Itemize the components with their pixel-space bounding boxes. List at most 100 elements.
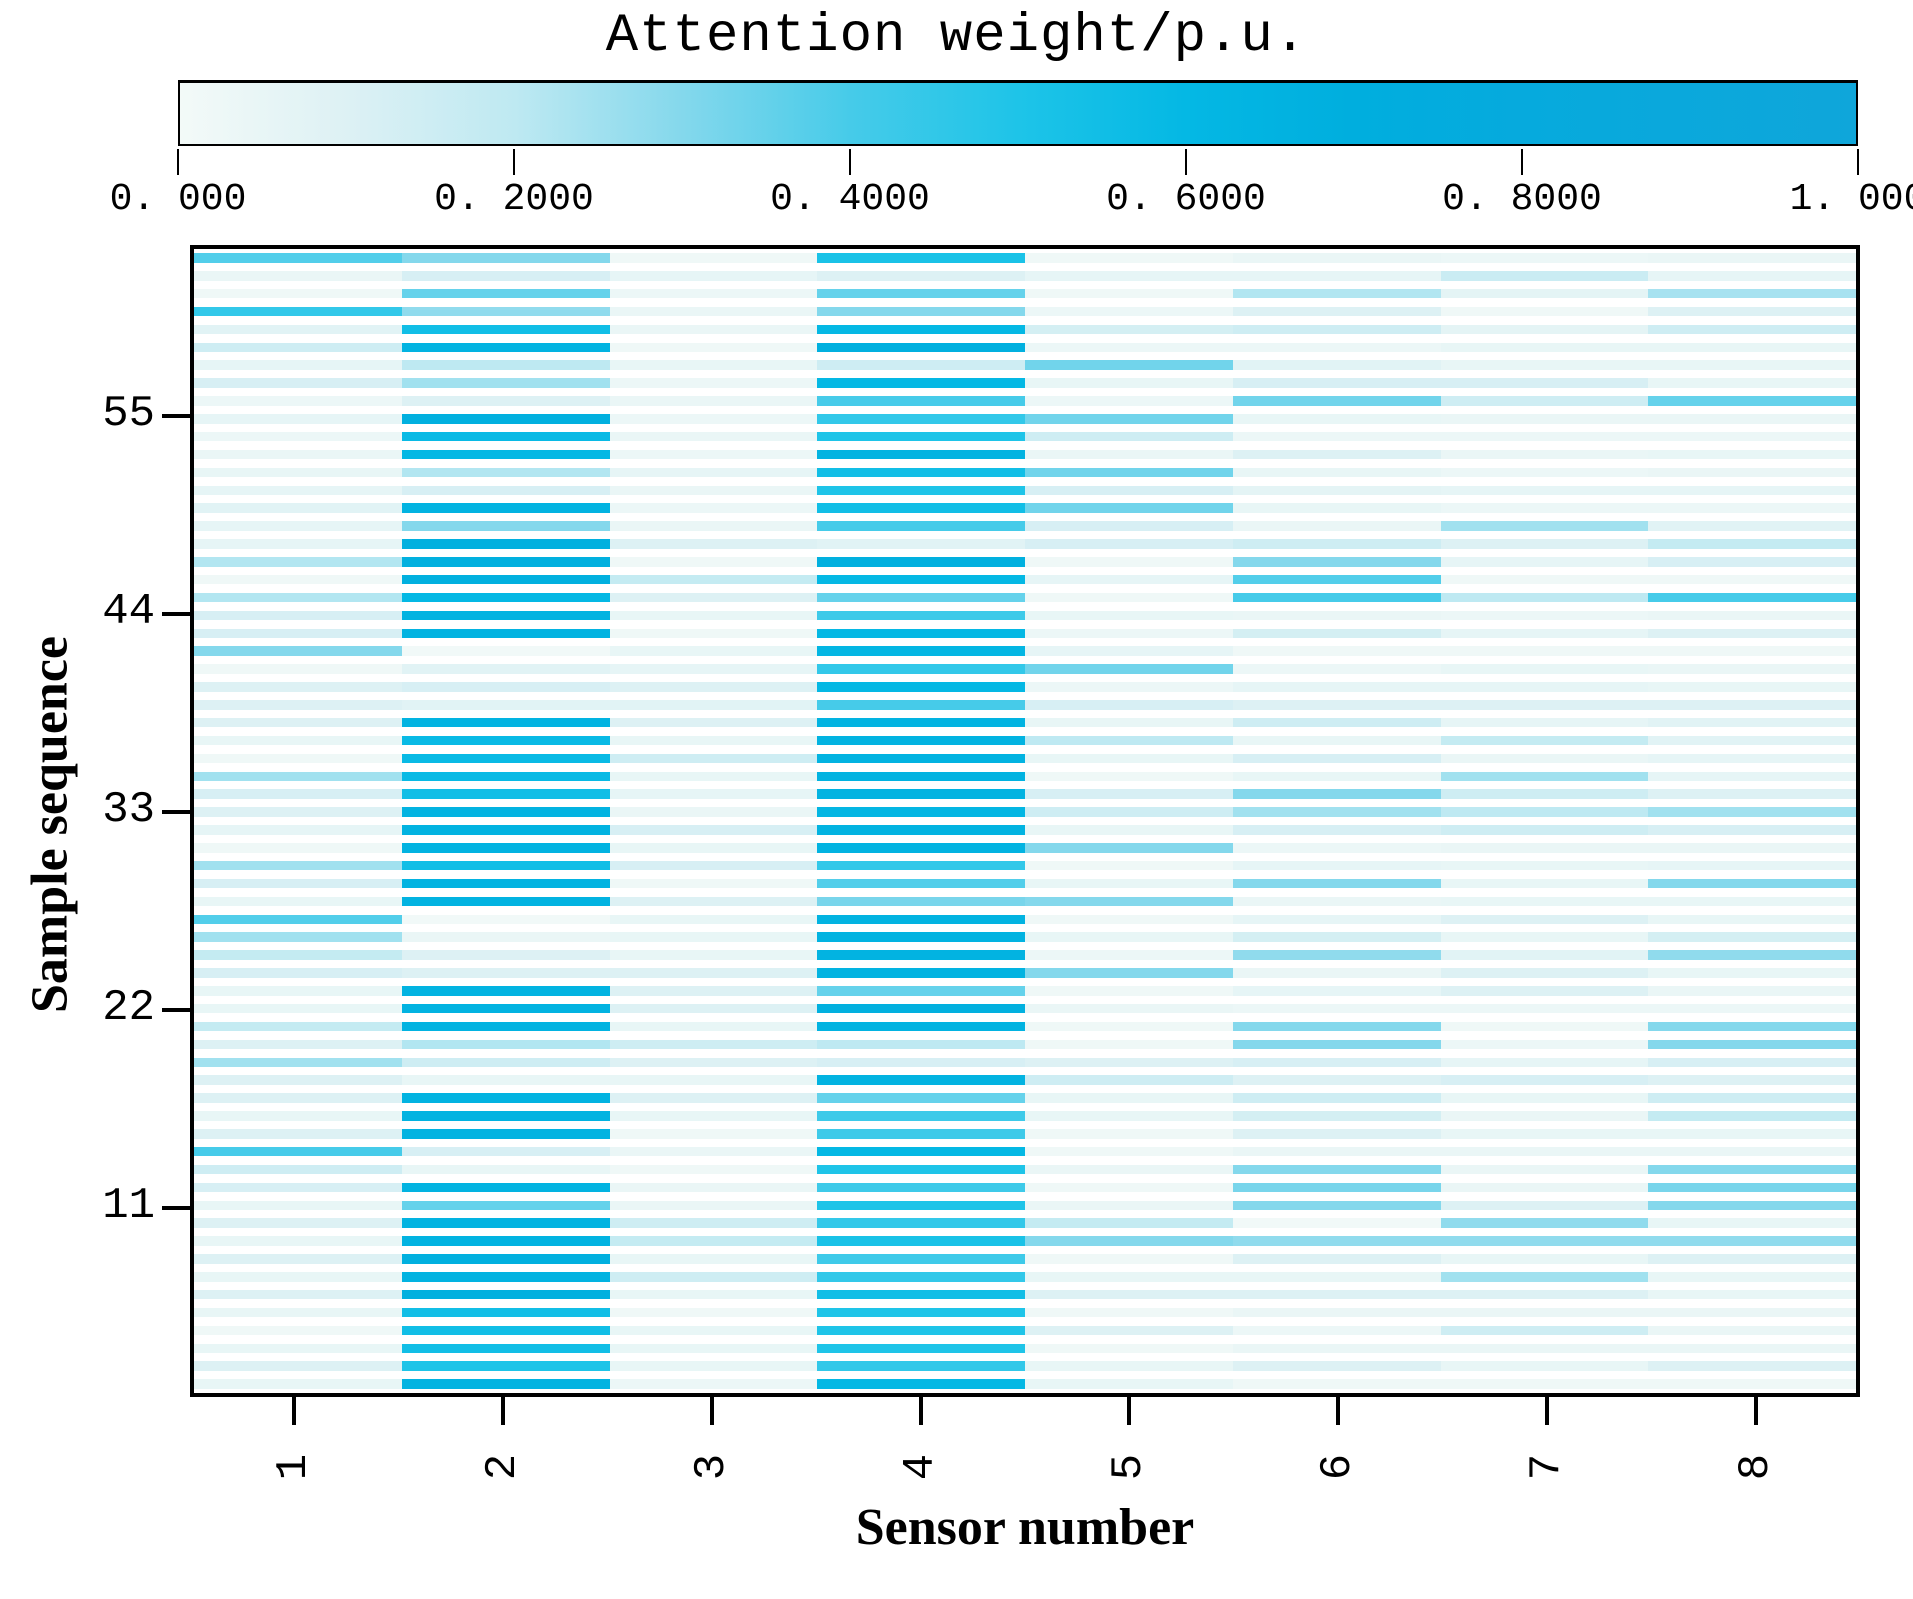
heatmap-cell	[1025, 1111, 1233, 1121]
heatmap-row	[194, 1322, 1856, 1340]
heatmap-row	[194, 1232, 1856, 1250]
heatmap-cell	[817, 860, 1025, 871]
heatmap-cell	[401, 1343, 610, 1354]
heatmap-cell	[194, 431, 402, 442]
heatmap-cell	[1025, 592, 1233, 603]
x-axis-tick-label: 8	[1730, 1453, 1781, 1481]
heatmap-cell	[609, 1254, 818, 1264]
heatmap-cell	[609, 628, 818, 639]
heatmap-cell	[1440, 1111, 1649, 1121]
heatmap-cell	[1440, 1343, 1649, 1354]
heatmap-cell	[401, 1146, 610, 1157]
heatmap-cell	[401, 1361, 610, 1371]
heatmap-cell	[609, 789, 818, 799]
heatmap-cell	[609, 914, 818, 925]
heatmap-cell	[1232, 646, 1441, 656]
heatmap-cell	[1440, 557, 1649, 567]
heatmap-cell	[401, 1093, 610, 1103]
heatmap-row	[194, 428, 1856, 446]
heatmap-cell	[194, 878, 402, 889]
heatmap-cell	[401, 288, 610, 299]
heatmap-row	[194, 1161, 1856, 1179]
heatmap-cell	[1648, 1343, 1856, 1354]
colorbar-tick-mark	[849, 149, 851, 175]
heatmap-cell	[194, 1307, 402, 1318]
heatmap-cell	[609, 735, 818, 746]
heatmap-cell	[1440, 789, 1649, 799]
heatmap-cell	[401, 539, 610, 549]
heatmap-cell	[401, 1379, 610, 1389]
heatmap-cell	[1440, 664, 1649, 674]
heatmap-cell	[1232, 860, 1441, 871]
heatmap-cell	[401, 521, 610, 531]
heatmap-cell	[817, 1182, 1025, 1193]
heatmap-cell	[194, 1379, 402, 1389]
heatmap-cell	[194, 1200, 402, 1211]
heatmap-cell	[1232, 288, 1441, 299]
heatmap-cell	[1648, 1111, 1856, 1121]
heatmap-cell	[817, 1272, 1025, 1282]
heatmap-row	[194, 464, 1856, 482]
heatmap-cell	[1648, 1164, 1856, 1175]
heatmap-cell	[817, 574, 1025, 585]
heatmap-cell	[1025, 1003, 1233, 1014]
heatmap-cell	[1025, 414, 1233, 424]
heatmap-cell	[194, 1075, 402, 1085]
heatmap-cell	[1232, 825, 1441, 835]
y-axis-tick-label: 33	[102, 785, 155, 835]
x-axis-tick-mark	[1336, 1397, 1341, 1425]
heatmap-cell	[1648, 378, 1856, 388]
heatmap-cell	[194, 1057, 402, 1068]
heatmap-cell	[401, 1182, 610, 1193]
heatmap-cell	[609, 1272, 818, 1282]
heatmap-row	[194, 303, 1856, 321]
heatmap-cell	[1648, 932, 1856, 942]
heatmap-cell	[1232, 1146, 1441, 1157]
heatmap-cell	[401, 878, 610, 889]
heatmap-cell	[1232, 1075, 1441, 1085]
heatmap-cell	[1648, 449, 1856, 460]
heatmap-row	[194, 1250, 1856, 1268]
colorbar-tick-mark	[177, 149, 179, 175]
heatmap-cell	[609, 1003, 818, 1014]
heatmap-row	[194, 499, 1856, 517]
heatmap-cell	[1648, 843, 1856, 853]
heatmap-cell	[1648, 271, 1856, 281]
heatmap-cell	[401, 574, 610, 585]
heatmap-cell	[1440, 843, 1649, 853]
heatmap-cell	[609, 664, 818, 674]
heatmap-cell	[1025, 378, 1233, 388]
heatmap-cell	[609, 431, 818, 442]
heatmap-cell	[401, 950, 610, 960]
heatmap-cell	[1232, 1289, 1441, 1300]
heatmap-cell	[1648, 1200, 1856, 1211]
heatmap-row	[194, 481, 1856, 499]
heatmap-cell	[1232, 1057, 1441, 1068]
heatmap-cell	[194, 717, 402, 728]
heatmap-cell	[1025, 557, 1233, 567]
heatmap-row	[194, 732, 1856, 750]
heatmap-cell	[1232, 1093, 1441, 1103]
heatmap-cell	[1025, 1093, 1233, 1103]
heatmap-cell	[194, 574, 402, 585]
heatmap-cell	[1648, 986, 1856, 996]
heatmap-cell	[817, 360, 1025, 370]
heatmap-cell	[609, 378, 818, 388]
heatmap-cell	[609, 682, 818, 692]
heatmap-cell	[1232, 485, 1441, 496]
heatmap-cell	[1232, 717, 1441, 728]
heatmap-cell	[401, 1218, 610, 1228]
heatmap-cell	[1025, 574, 1233, 585]
heatmap-cell	[817, 914, 1025, 925]
heatmap-cell	[401, 968, 610, 978]
heatmap-cell	[1648, 1218, 1856, 1228]
heatmap-row	[194, 1053, 1856, 1071]
heatmap-cell	[609, 485, 818, 496]
heatmap-cell	[1440, 414, 1649, 424]
heatmap-cell	[609, 539, 818, 549]
heatmap-cell	[609, 1057, 818, 1068]
heatmap-cell	[1025, 843, 1233, 853]
heatmap-cell	[1232, 914, 1441, 925]
heatmap-row	[194, 553, 1856, 571]
heatmap-cell	[1648, 1361, 1856, 1371]
